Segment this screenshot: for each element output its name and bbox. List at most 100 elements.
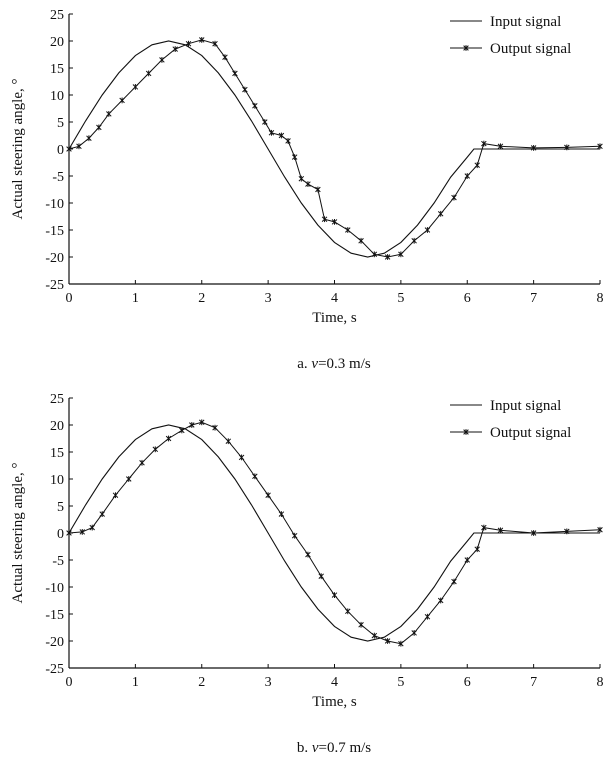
output-signal-point [424, 613, 431, 620]
output-signal-point [189, 422, 195, 428]
output-signal-point [262, 119, 268, 125]
output-signal-point [411, 630, 417, 636]
y-tick-label: 0 [57, 143, 64, 158]
output-signal-point [252, 473, 258, 480]
x-tick-label: 3 [265, 675, 272, 690]
output-signal-point [597, 143, 603, 150]
x-tick-label: 2 [198, 291, 205, 306]
y-tick-label: 25 [50, 8, 64, 23]
output-signal-point [268, 129, 275, 136]
y-tick-label: -25 [45, 278, 64, 293]
y-tick-label: -20 [45, 635, 64, 650]
output-signal-point [172, 46, 178, 52]
output-signal-point [530, 530, 537, 536]
output-signal-point [86, 135, 92, 142]
panel-caption: b. v=0.7 m/s [297, 740, 371, 756]
y-tick-label: 5 [57, 116, 64, 131]
x-tick-label: 0 [66, 675, 73, 690]
legend: Input signal Output signal [450, 398, 571, 441]
legend-output-label: Output signal [490, 425, 571, 441]
caption-var: v [312, 740, 319, 756]
output-signal-point [564, 144, 570, 151]
y-tick-label: 25 [50, 392, 64, 407]
y-tick-label: -25 [45, 662, 64, 677]
y-tick-label: 20 [50, 419, 64, 434]
output-signal-point [238, 454, 245, 461]
output-signal-point [597, 526, 603, 533]
x-tick-label: 2 [198, 675, 205, 690]
y-tick-label: 10 [50, 89, 64, 104]
y-tick-label: -20 [45, 251, 64, 266]
caption-rest: =0.7 m/s [319, 740, 372, 756]
output-signal-point [225, 438, 232, 445]
x-tick-label: 8 [597, 291, 604, 306]
output-signal-point [291, 154, 298, 160]
y-tick-label: -15 [45, 608, 64, 623]
output-signal-point [318, 573, 324, 580]
output-signal-point [564, 528, 570, 535]
output-signal-point [252, 102, 258, 109]
panel-caption: a. v=0.3 m/s [297, 356, 371, 372]
caption-rest: =0.3 m/s [318, 356, 371, 372]
x-tick-label: 7 [530, 675, 537, 690]
output-signal-point [222, 54, 228, 61]
legend-output-marker [463, 45, 469, 51]
legend-output-label: Output signal [490, 41, 571, 57]
output-signal-point [212, 40, 218, 47]
caption-var: v [311, 356, 318, 372]
output-signal-point [285, 138, 291, 144]
output-signal-point [278, 511, 285, 517]
y-tick-label: 5 [57, 500, 64, 515]
output-signal-point [198, 37, 205, 43]
output-signal-point [198, 419, 205, 426]
output-signal-point [474, 162, 480, 169]
y-tick-label: -10 [45, 197, 64, 212]
input-signal-line [68, 40, 600, 258]
output-signal-point [464, 557, 471, 563]
output-signal-point [179, 427, 185, 434]
output-signal-point [384, 638, 391, 644]
y-tick-label: -5 [52, 170, 64, 185]
output-signal-point [145, 70, 152, 77]
output-signal-point [232, 70, 238, 77]
output-signal-point [530, 145, 537, 151]
output-signal-point [371, 251, 378, 258]
output-signal-point [497, 143, 504, 150]
output-signal-point [305, 181, 311, 187]
x-tick-label: 8 [597, 675, 604, 690]
output-signal-point [398, 640, 404, 647]
legend-input-label: Input signal [490, 398, 561, 414]
output-signal-point [66, 530, 72, 536]
y-tick-label: -5 [52, 554, 64, 569]
output-signal-point [139, 459, 145, 466]
output-signal-point [464, 173, 471, 179]
x-tick-label: 7 [530, 291, 537, 306]
chart-panel-b: 25 20 15 10 5 0 -5 -10 -15 -20 -25 0 1 2 3 4 5 6 7 8 Time, s… [0, 384, 605, 768]
output-signal-point [96, 124, 102, 131]
x-axis-title: Time, s [312, 310, 357, 326]
output-signal-point [437, 210, 444, 217]
y-tick-label: 15 [50, 446, 64, 461]
output-signal-point [345, 227, 351, 233]
legend-input-label: Input signal [490, 14, 561, 30]
output-signal-point [424, 227, 431, 233]
output-signal-point [331, 219, 338, 225]
output-signal-point [185, 40, 192, 47]
output-signal-point [481, 140, 487, 147]
input-signal-line [68, 424, 600, 642]
output-signal-point [358, 237, 364, 244]
output-signal-point [152, 446, 159, 453]
output-signal-point [159, 57, 165, 63]
chart-panel-a: 25 20 15 10 5 0 -5 -10 -15 -20 -25 0 1 2 3 4 5 6 7 8 Time, s… [0, 0, 605, 384]
y-tick-label: -10 [45, 581, 64, 596]
output-signal-point [321, 216, 328, 223]
x-tick-label: 6 [464, 675, 471, 690]
x-tick-label: 1 [132, 675, 139, 690]
legend: Input signal Output signal [450, 14, 571, 57]
x-tick-label: 5 [397, 291, 404, 306]
output-signal-point [125, 476, 132, 482]
output-signal-point [242, 86, 248, 93]
output-signal-point [398, 251, 404, 258]
x-tick-label: 4 [331, 675, 338, 690]
